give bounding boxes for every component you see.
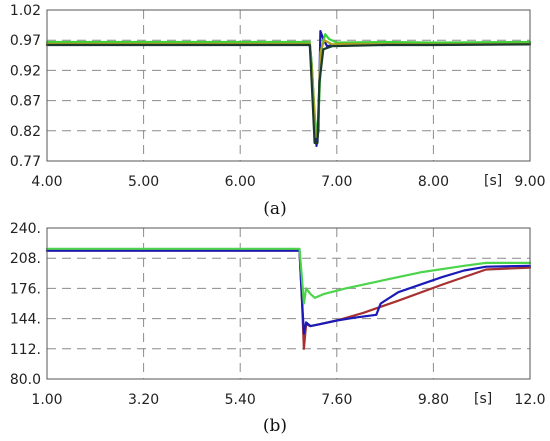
- chart-b-frame: [46, 227, 531, 380]
- chart-b: 240. 208. 176. 144. 112. 80.0 1.00 3.20 5.40 7.6…: [10, 221, 546, 436]
- chart-b-y-tick-label: 80.0: [10, 372, 41, 388]
- chart-a-x-unit-label: [s]: [484, 173, 502, 189]
- chart-b-x-tick-label: 1.00: [31, 392, 62, 408]
- chart-a-y-tick-label: 0.92: [10, 63, 41, 79]
- chart-a-x-tick-label: 7.00: [321, 174, 352, 190]
- chart-b-x-tick-label: 7.60: [321, 392, 352, 408]
- chart-a-x-ticks: 4.00 5.00 6.00 7.00 8.00 9.00: [31, 174, 545, 190]
- chart-b-x-tick-label: 5.40: [225, 392, 256, 408]
- chart-b-y-tick-label: 112.: [10, 342, 41, 358]
- chart-b-x-unit-label: [s]: [474, 391, 492, 407]
- chart-b-series-line-3: [45, 247, 532, 305]
- chart-b-x-tick-label: 3.20: [128, 392, 159, 408]
- chart-b-y-tick-label: 144.: [10, 312, 41, 328]
- chart-b-series: [45, 247, 532, 350]
- chart-b-y-ticks: 240. 208. 176. 144. 112. 80.0: [10, 221, 41, 388]
- chart-a-series-line-4: [45, 43, 532, 144]
- chart-a-y-tick-label: 0.87: [10, 94, 41, 110]
- chart-b-y-tick-label: 240.: [10, 221, 41, 237]
- chart-b-x-tick-label: 12.0: [514, 392, 545, 408]
- chart-b-caption: (b): [263, 416, 287, 436]
- chart-b-grid: [47, 228, 530, 379]
- chart-a-y-tick-label: 0.77: [10, 154, 41, 170]
- chart-a-x-tick-label: 5.00: [128, 174, 159, 190]
- chart-a-x-tick-label: 9.00: [514, 174, 545, 190]
- chart-a-y-tick-label: 1.02: [10, 3, 41, 19]
- chart-a: 1.02 0.97 0.92 0.87 0.82 0.77 4.00 5.00 6.00 7.0…: [0, 0, 550, 220]
- chart-a-frame: [46, 9, 531, 162]
- chart-a-series: [45, 30, 532, 147]
- chart-a-y-ticks: 1.02 0.97 0.92 0.87 0.82 0.77: [10, 3, 41, 170]
- chart-a-x-tick-label: 6.00: [225, 174, 256, 190]
- chart-a-x-tick-label: 8.00: [418, 174, 449, 190]
- chart-b-y-tick-label: 176.: [10, 281, 41, 297]
- chart-b-x-tick-label: 9.80: [418, 392, 449, 408]
- chart-a-grid: [47, 10, 530, 161]
- chart-a-y-tick-label: 0.97: [10, 33, 41, 49]
- chart-b-x-ticks: 1.00 3.20 5.40 7.60 9.80 12.0: [31, 392, 545, 408]
- chart-a-caption: (a): [263, 199, 286, 219]
- chart-b-series-line-2: [45, 249, 532, 335]
- chart-a-y-tick-label: 0.82: [10, 124, 41, 140]
- chart-b-y-tick-label: 208.: [10, 251, 41, 267]
- chart-a-x-tick-label: 4.00: [31, 174, 62, 190]
